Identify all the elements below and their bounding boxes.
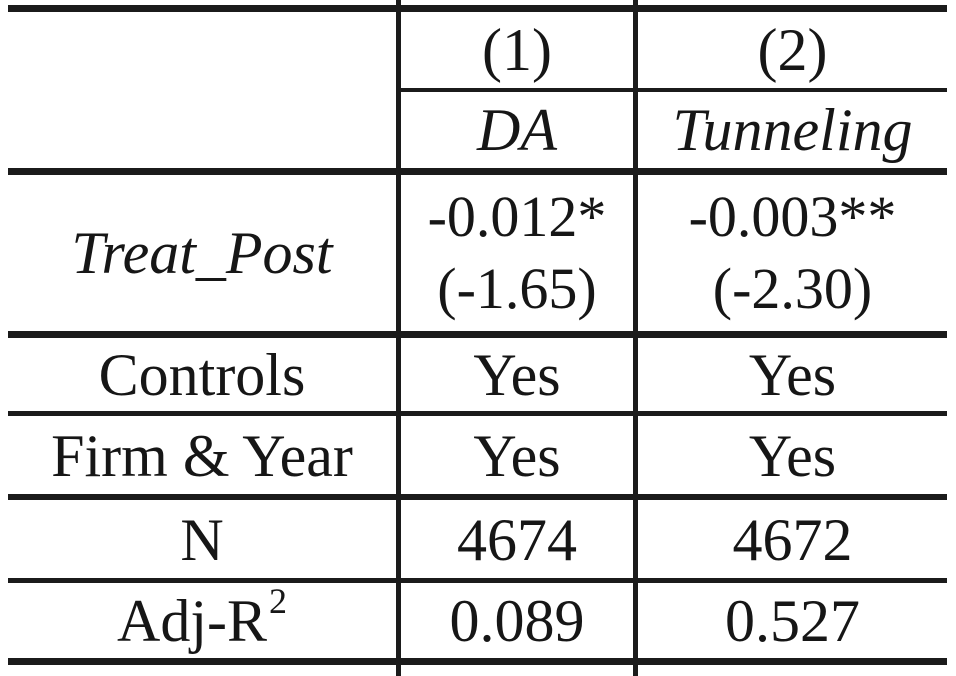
cell-treat-post-model-1: -0.012* (-1.65) bbox=[401, 175, 633, 331]
rule-column-divider-2 bbox=[633, 0, 638, 676]
row-label-firm-year: Firm & Year bbox=[51, 423, 353, 489]
t-statistic-model-2: (-2.30) bbox=[712, 255, 873, 321]
cell-n-model-1: 4674 bbox=[457, 506, 577, 573]
cell-n-model-2: 4672 bbox=[732, 506, 853, 573]
row-label-treat-post: Treat_Post bbox=[71, 220, 333, 286]
cell-firm-year-model-2: Yes bbox=[748, 423, 837, 489]
rule-under-controls-row bbox=[8, 411, 947, 416]
row-label-adj-r2: Adj-R 2 bbox=[117, 581, 287, 654]
cell-treat-post-model-2: -0.003** (-2.30) bbox=[638, 175, 947, 331]
rule-under-n-row bbox=[8, 578, 947, 583]
column-header-depvar-da: DA bbox=[477, 97, 557, 163]
column-header-model-1-number: (1) bbox=[482, 17, 552, 83]
rule-under-model-numbers bbox=[397, 88, 947, 92]
coefficient-value-model-2: -0.003** bbox=[688, 184, 897, 250]
cell-adj-r2-model-1: 0.089 bbox=[449, 588, 585, 654]
coefficient-value-model-1: -0.012* bbox=[427, 184, 607, 250]
t-statistic-model-1: (-1.65) bbox=[437, 255, 597, 321]
rule-bottom-border bbox=[8, 658, 947, 665]
rule-under-treat-post-row bbox=[8, 331, 947, 338]
cell-controls-model-1: Yes bbox=[473, 341, 561, 408]
rule-under-firm-year-row bbox=[8, 494, 947, 500]
column-header-model-2-number: (2) bbox=[757, 17, 828, 83]
column-header-depvar-tunneling: Tunneling bbox=[672, 97, 913, 163]
cell-adj-r2-model-2: 0.527 bbox=[725, 588, 860, 654]
cell-controls-model-2: Yes bbox=[748, 341, 837, 408]
row-label-n: N bbox=[180, 506, 224, 573]
adj-r2-label-base: Adj-R bbox=[117, 588, 267, 654]
rule-top-border bbox=[8, 5, 947, 12]
rule-column-divider-1 bbox=[396, 0, 401, 676]
cell-firm-year-model-1: Yes bbox=[473, 423, 561, 489]
row-label-controls: Controls bbox=[98, 341, 306, 408]
rule-under-depvar-header bbox=[8, 168, 947, 175]
